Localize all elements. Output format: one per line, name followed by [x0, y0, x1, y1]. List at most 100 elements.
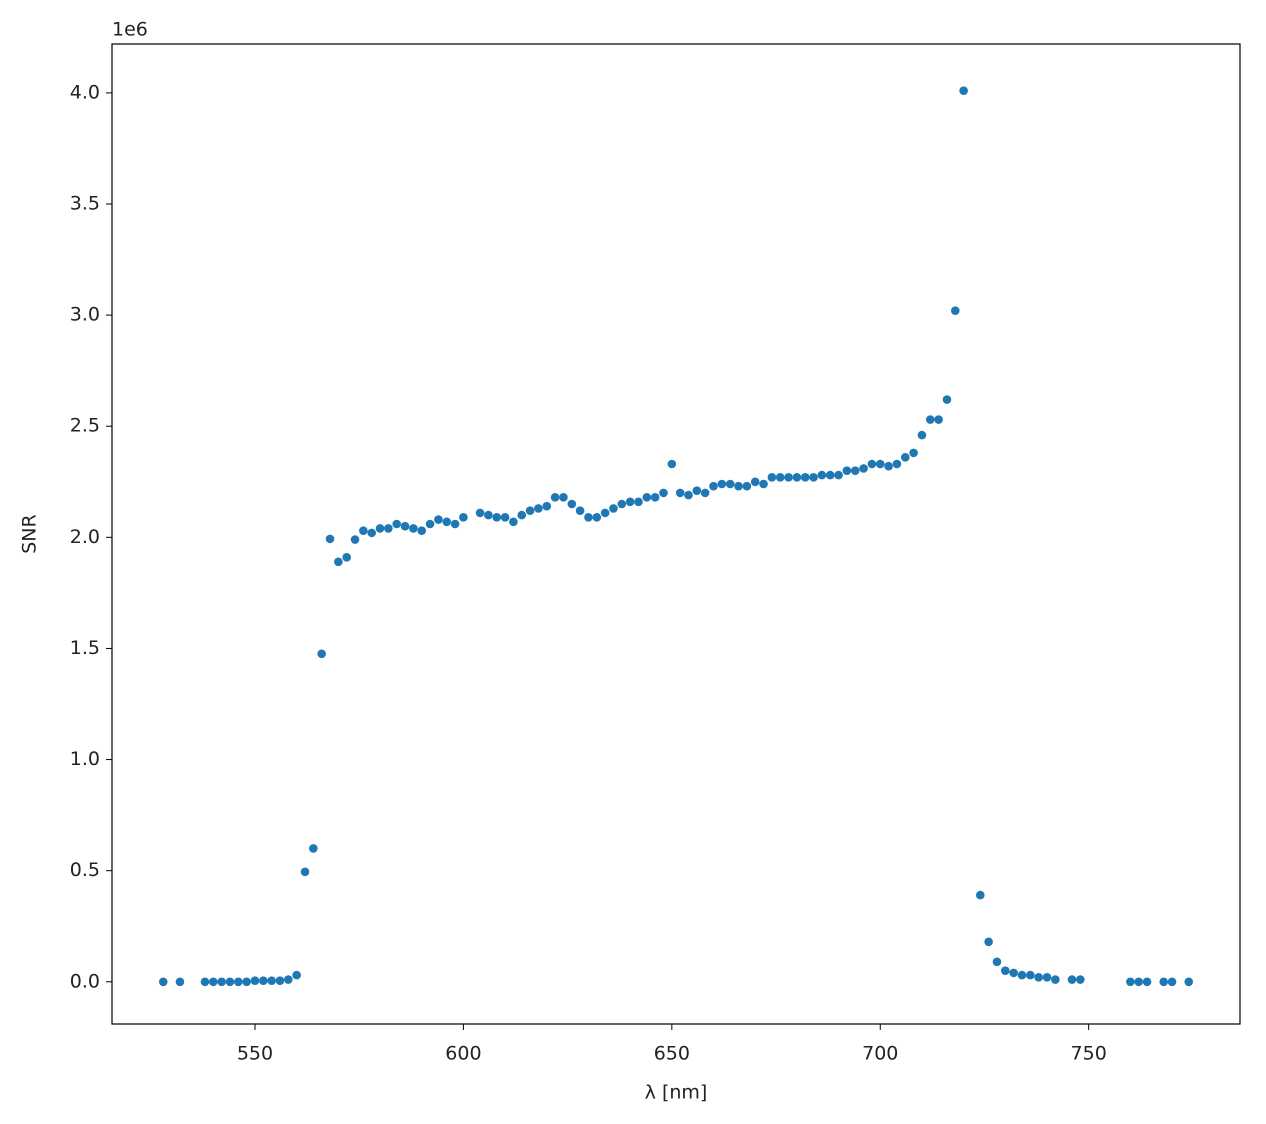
point [325, 534, 335, 544]
point [1167, 977, 1177, 987]
point [734, 481, 743, 491]
point [559, 493, 568, 502]
x-tick-label: 550 [237, 1043, 273, 1065]
point [684, 490, 693, 500]
point [976, 890, 985, 900]
x-tick-label: 700 [862, 1043, 898, 1065]
point [717, 479, 727, 489]
point [484, 510, 493, 520]
y-tick-label: 1.0 [70, 748, 100, 770]
point [609, 504, 618, 513]
point [709, 481, 718, 491]
point [1051, 975, 1060, 984]
point [309, 844, 318, 853]
point [584, 513, 593, 522]
y-tick-label: 3.5 [70, 193, 100, 215]
point [859, 464, 868, 473]
point [1076, 975, 1085, 984]
point [892, 459, 902, 469]
point [550, 493, 560, 502]
point [575, 506, 585, 515]
point [942, 395, 952, 404]
point [784, 473, 793, 482]
point [950, 306, 960, 315]
point [442, 517, 452, 527]
point [292, 970, 301, 980]
point [400, 521, 410, 531]
point [1134, 977, 1144, 987]
y-axis-label: SNR [19, 514, 41, 553]
point [375, 524, 385, 533]
point [1142, 977, 1152, 987]
point [217, 977, 226, 987]
point [834, 470, 843, 480]
point [434, 515, 443, 524]
point [934, 415, 943, 424]
point [800, 473, 810, 482]
point [500, 513, 510, 522]
y-tick-label: 2.5 [70, 415, 100, 437]
point [884, 461, 893, 471]
point [417, 526, 427, 535]
point [750, 477, 760, 487]
point [742, 481, 752, 491]
point [867, 459, 877, 469]
point [392, 519, 402, 529]
point [1067, 975, 1077, 984]
point [1017, 970, 1027, 980]
point [992, 957, 1002, 967]
point [700, 488, 710, 498]
x-tick-label: 600 [445, 1043, 481, 1065]
point [1159, 977, 1169, 987]
y-tick-label: 0.5 [70, 859, 100, 881]
point [900, 453, 910, 462]
point [1009, 968, 1018, 978]
point [317, 649, 326, 659]
point [650, 493, 660, 502]
point [367, 528, 376, 538]
point [350, 535, 360, 544]
point [259, 976, 268, 985]
point [850, 466, 860, 475]
point [659, 488, 668, 498]
point [284, 975, 293, 984]
point [642, 493, 652, 502]
point [909, 448, 918, 458]
y-offset-label: 1e6 [112, 19, 148, 41]
point [267, 976, 276, 985]
x-tick-label: 650 [654, 1043, 690, 1065]
point [667, 459, 677, 469]
plot-frame [111, 43, 1241, 1025]
point [775, 473, 785, 482]
y-tick-label: 1.5 [70, 637, 100, 659]
y-tick-label: 3.0 [70, 304, 100, 326]
point [509, 517, 518, 527]
point [1001, 966, 1010, 975]
point [250, 976, 260, 985]
point [634, 497, 643, 507]
point [592, 513, 602, 522]
point [984, 937, 993, 947]
point [359, 526, 368, 535]
point [817, 470, 827, 480]
point [517, 510, 527, 520]
point [875, 459, 885, 469]
point [692, 486, 702, 495]
x-axis-label: λ [nm] [645, 1082, 708, 1104]
point [200, 977, 210, 987]
point [759, 479, 768, 489]
point [1034, 973, 1043, 982]
point [675, 488, 685, 498]
y-tick-label: 2.0 [70, 526, 100, 548]
point [567, 499, 577, 509]
point [1026, 970, 1035, 980]
point [625, 497, 635, 507]
point [617, 499, 627, 509]
point [925, 415, 935, 424]
point [767, 473, 777, 482]
point [725, 479, 735, 489]
point [425, 519, 435, 529]
point [1184, 977, 1194, 987]
point [542, 501, 552, 511]
point [459, 513, 468, 522]
